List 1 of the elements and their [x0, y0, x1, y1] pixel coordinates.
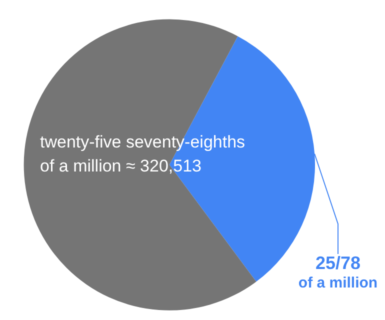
slice-label: 25/78 of a million [298, 253, 378, 292]
